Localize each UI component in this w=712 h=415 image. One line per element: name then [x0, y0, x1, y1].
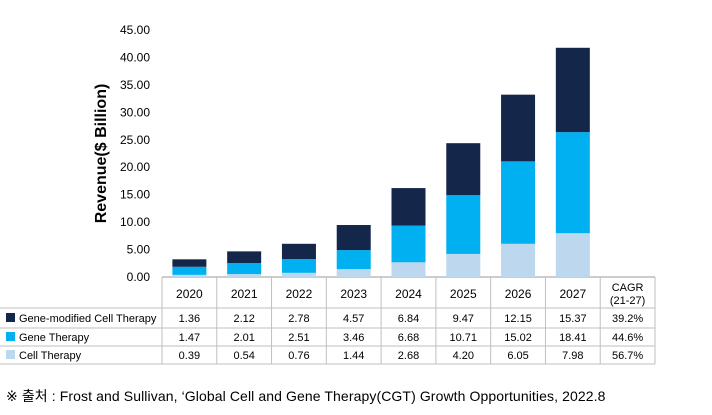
- y-axis-label: Revenue($ Billion): [93, 84, 110, 224]
- x-category-label-2023: 2023: [340, 287, 367, 301]
- data-label-cell-therapy-2024: 2.68: [398, 350, 419, 362]
- stacked-bar-chart: 0.00 5.00 10.00 15.00 20.00 25.00 30.00 35.00 40…: [0, 23, 656, 365]
- data-label-gene-therapy-2026: 15.02: [504, 332, 532, 344]
- data-label-gene-therapy-2023: 3.46: [343, 332, 364, 344]
- bar-cell-therapy-2021: [227, 274, 262, 277]
- data-label-cell-therapy-2020: 0.39: [179, 350, 200, 362]
- data-label-gene-modified-cell-therapy-2021: 2.12: [233, 313, 254, 325]
- legend-swatch-cell-therapy: [6, 350, 15, 359]
- bar-gene-therapy-2024: [391, 225, 426, 263]
- y-tick-label-20.00: 20.00: [120, 160, 150, 174]
- legend-label-cell-therapy: Cell Therapy: [19, 350, 82, 362]
- data-label-gene-modified-cell-therapy-2022: 2.78: [288, 313, 309, 325]
- data-label-cell-therapy-2026: 6.05: [507, 350, 528, 362]
- data-label-gene-therapy-2025: 10.71: [450, 332, 478, 344]
- bar-gene-therapy-2025: [446, 195, 481, 254]
- x-category-label-2021: 2021: [231, 287, 258, 301]
- y-tick-label-30.00: 30.00: [120, 105, 150, 119]
- cagr-header-line1: CAGR: [612, 282, 644, 294]
- x-category-label-2020: 2020: [176, 287, 203, 301]
- bar-cell-therapy-2026: [501, 243, 536, 277]
- bar-gene-therapy-2026: [501, 161, 536, 244]
- bar-cell-therapy-2022: [281, 272, 316, 277]
- bar-gene-modified-cell-therapy-2026: [501, 94, 536, 162]
- data-label-gene-therapy-2027: 18.41: [559, 332, 587, 344]
- data-label-gene-modified-cell-therapy-2026: 12.15: [504, 313, 532, 325]
- data-label-gene-therapy-2024: 6.68: [398, 332, 419, 344]
- y-tick-label-35.00: 35.00: [120, 78, 150, 92]
- bar-gene-modified-cell-therapy-2020: [172, 259, 207, 267]
- y-tick-label-0.00: 0.00: [127, 270, 151, 284]
- data-label-gene-therapy-2022: 2.51: [288, 332, 309, 344]
- bar-cell-therapy-2024: [391, 262, 426, 277]
- y-tick-label-25.00: 25.00: [120, 133, 150, 147]
- data-label-gene-modified-cell-therapy-2025: 9.47: [453, 313, 474, 325]
- bar-gene-modified-cell-therapy-2021: [227, 251, 262, 264]
- legend-label-gene-modified-cell-therapy: Gene-modified Cell Therapy: [19, 313, 157, 325]
- bar-gene-modified-cell-therapy-2025: [446, 143, 481, 196]
- data-label-gene-modified-cell-therapy-2020: 1.36: [179, 313, 200, 325]
- cagr-value-gene-therapy: 44.6%: [612, 332, 643, 344]
- y-tick-label-10.00: 10.00: [120, 215, 150, 229]
- bar-gene-therapy-2023: [336, 250, 371, 270]
- x-category-label-2024: 2024: [395, 287, 422, 301]
- bar-gene-therapy-2020: [172, 266, 207, 275]
- data-label-cell-therapy-2025: 4.20: [453, 350, 474, 362]
- bar-gene-therapy-2027: [555, 132, 590, 234]
- data-label-gene-modified-cell-therapy-2023: 4.57: [343, 313, 364, 325]
- bar-cell-therapy-2020: [172, 274, 207, 277]
- x-category-label-2025: 2025: [450, 287, 477, 301]
- bar-gene-modified-cell-therapy-2023: [336, 225, 371, 251]
- bar-cell-therapy-2027: [555, 233, 590, 277]
- bar-gene-modified-cell-therapy-2027: [555, 47, 590, 133]
- y-tick-label-15.00: 15.00: [120, 188, 150, 202]
- y-tick-label-40.00: 40.00: [120, 50, 150, 64]
- x-category-label-2027: 2027: [559, 287, 586, 301]
- bar-cell-therapy-2023: [336, 269, 371, 277]
- cagr-header-line2: (21-27): [610, 295, 645, 307]
- bar-gene-modified-cell-therapy-2024: [391, 188, 426, 226]
- bar-gene-modified-cell-therapy-2022: [281, 243, 316, 260]
- data-label-cell-therapy-2022: 0.76: [288, 350, 309, 362]
- data-label-cell-therapy-2023: 1.44: [343, 350, 364, 362]
- bar-cell-therapy-2025: [446, 253, 481, 277]
- y-tick-label-5.00: 5.00: [127, 243, 151, 257]
- data-label-gene-therapy-2020: 1.47: [179, 332, 200, 344]
- cagr-value-gene-modified-cell-therapy: 39.2%: [612, 313, 643, 325]
- legend-label-gene-therapy: Gene Therapy: [19, 332, 90, 344]
- data-label-cell-therapy-2027: 7.98: [562, 350, 583, 362]
- legend-swatch-gene-modified-cell-therapy: [6, 313, 15, 322]
- bar-gene-therapy-2022: [281, 259, 316, 273]
- data-label-gene-modified-cell-therapy-2024: 6.84: [398, 313, 419, 325]
- data-label-cell-therapy-2021: 0.54: [233, 350, 254, 362]
- data-label-gene-modified-cell-therapy-2027: 15.37: [559, 313, 587, 325]
- y-tick-label-45.00: 45.00: [120, 23, 150, 37]
- cagr-value-cell-therapy: 56.7%: [612, 350, 643, 362]
- source-note: ※ 출처 : Frost and Sullivan, ‘Global Cell …: [6, 388, 606, 404]
- bar-gene-therapy-2021: [227, 263, 262, 275]
- data-label-gene-therapy-2021: 2.01: [233, 332, 254, 344]
- x-category-label-2022: 2022: [286, 287, 313, 301]
- legend-swatch-gene-therapy: [6, 332, 15, 341]
- x-category-label-2026: 2026: [505, 287, 532, 301]
